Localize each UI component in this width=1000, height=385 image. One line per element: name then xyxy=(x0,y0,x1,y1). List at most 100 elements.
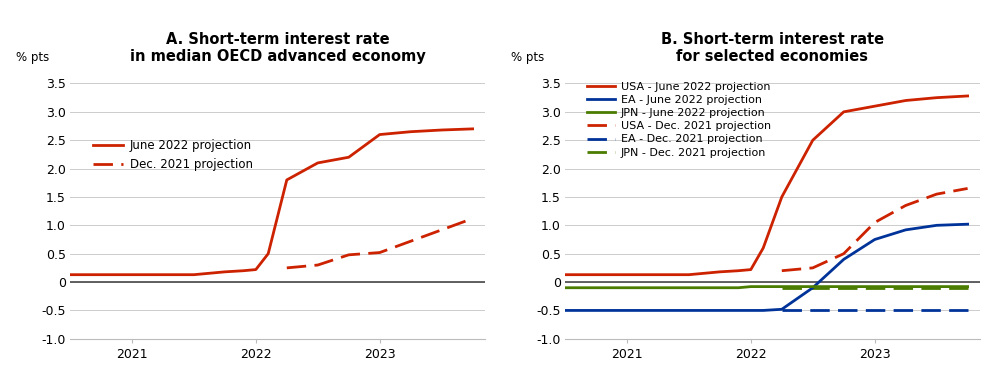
JPN - June 2022 projection xyxy=(683,285,695,290)
Dec. 2021 projection xyxy=(467,216,479,221)
June 2022 projection xyxy=(188,272,200,277)
USA - June 2022 projection xyxy=(900,98,912,103)
Line: USA - June 2022 projection: USA - June 2022 projection xyxy=(565,96,968,275)
June 2022 projection xyxy=(467,127,479,131)
JPN - Dec. 2021 projection xyxy=(900,285,912,290)
JPN - June 2022 projection xyxy=(776,284,788,289)
JPN - Dec. 2021 projection xyxy=(869,285,881,290)
June 2022 projection xyxy=(262,251,274,256)
USA - June 2022 projection xyxy=(745,267,757,272)
JPN - June 2022 projection xyxy=(838,284,850,289)
USA - June 2022 projection xyxy=(621,272,633,277)
USA - June 2022 projection xyxy=(559,272,571,277)
EA - Dec. 2021 projection xyxy=(900,308,912,313)
EA - June 2022 projection xyxy=(621,308,633,313)
JPN - Dec. 2021 projection xyxy=(807,285,819,290)
Dec. 2021 projection xyxy=(343,253,355,257)
June 2022 projection xyxy=(374,132,386,137)
EA - June 2022 projection xyxy=(714,308,726,313)
June 2022 projection xyxy=(157,272,169,277)
EA - June 2022 projection xyxy=(962,222,974,226)
USA - Dec. 2021 projection xyxy=(807,266,819,270)
USA - June 2022 projection xyxy=(590,272,602,277)
JPN - June 2022 projection xyxy=(559,285,571,290)
EA - June 2022 projection xyxy=(776,307,788,311)
EA - Dec. 2021 projection xyxy=(962,308,974,313)
USA - June 2022 projection xyxy=(652,272,664,277)
EA - June 2022 projection xyxy=(559,308,571,313)
USA - Dec. 2021 projection xyxy=(838,251,850,256)
JPN - Dec. 2021 projection xyxy=(962,285,974,290)
Dec. 2021 projection xyxy=(405,239,417,244)
Line: USA - Dec. 2021 projection: USA - Dec. 2021 projection xyxy=(751,188,968,275)
EA - June 2022 projection xyxy=(683,308,695,313)
Title: A. Short-term interest rate
in median OECD advanced economy: A. Short-term interest rate in median OE… xyxy=(130,32,425,64)
June 2022 projection xyxy=(64,272,76,277)
Dec. 2021 projection xyxy=(436,228,448,232)
EA - June 2022 projection xyxy=(931,223,943,228)
USA - Dec. 2021 projection xyxy=(931,192,943,196)
EA - June 2022 projection xyxy=(807,285,819,290)
USA - June 2022 projection xyxy=(776,195,788,199)
June 2022 projection xyxy=(312,161,324,165)
Legend: June 2022 projection, Dec. 2021 projection: June 2022 projection, Dec. 2021 projecti… xyxy=(88,134,257,176)
EA - June 2022 projection xyxy=(869,237,881,242)
JPN - June 2022 projection xyxy=(807,284,819,289)
JPN - Dec. 2021 projection xyxy=(838,285,850,290)
EA - June 2022 projection xyxy=(757,308,769,313)
JPN - Dec. 2021 projection xyxy=(776,285,788,290)
USA - June 2022 projection xyxy=(931,95,943,100)
JPN - Dec. 2021 projection xyxy=(931,285,943,290)
JPN - June 2022 projection xyxy=(900,284,912,289)
Line: EA - June 2022 projection: EA - June 2022 projection xyxy=(565,224,968,310)
JPN - June 2022 projection xyxy=(590,285,602,290)
June 2022 projection xyxy=(343,155,355,159)
JPN - Dec. 2021 projection xyxy=(745,285,757,290)
USA - Dec. 2021 projection xyxy=(962,186,974,191)
June 2022 projection xyxy=(95,272,107,277)
EA - Dec. 2021 projection xyxy=(776,308,788,313)
June 2022 projection xyxy=(219,270,231,274)
USA - June 2022 projection xyxy=(683,272,695,277)
JPN - June 2022 projection xyxy=(757,284,769,289)
USA - Dec. 2021 projection xyxy=(900,203,912,208)
EA - Dec. 2021 projection xyxy=(931,308,943,313)
USA - June 2022 projection xyxy=(807,138,819,142)
Legend: USA - June 2022 projection, EA - June 2022 projection, JPN - June 2022 projectio: USA - June 2022 projection, EA - June 20… xyxy=(583,77,775,162)
EA - June 2022 projection xyxy=(745,308,757,313)
EA - Dec. 2021 projection xyxy=(745,308,757,313)
June 2022 projection xyxy=(237,268,249,273)
EA - June 2022 projection xyxy=(590,308,602,313)
EA - June 2022 projection xyxy=(732,308,744,313)
JPN - June 2022 projection xyxy=(714,285,726,290)
JPN - June 2022 projection xyxy=(962,284,974,289)
JPN - June 2022 projection xyxy=(652,285,664,290)
USA - Dec. 2021 projection xyxy=(745,272,757,277)
JPN - June 2022 projection xyxy=(621,285,633,290)
Dec. 2021 projection xyxy=(250,268,262,273)
EA - Dec. 2021 projection xyxy=(869,308,881,313)
USA - June 2022 projection xyxy=(714,270,726,274)
Dec. 2021 projection xyxy=(312,263,324,267)
Line: Dec. 2021 projection: Dec. 2021 projection xyxy=(256,219,473,271)
USA - June 2022 projection xyxy=(838,110,850,114)
June 2022 projection xyxy=(405,129,417,134)
USA - June 2022 projection xyxy=(757,246,769,250)
JPN - June 2022 projection xyxy=(931,284,943,289)
June 2022 projection xyxy=(281,177,293,182)
Title: B. Short-term interest rate
for selected economies: B. Short-term interest rate for selected… xyxy=(661,32,884,64)
USA - Dec. 2021 projection xyxy=(776,268,788,273)
JPN - June 2022 projection xyxy=(745,284,757,289)
USA - June 2022 projection xyxy=(732,268,744,273)
Line: June 2022 projection: June 2022 projection xyxy=(70,129,473,275)
USA - June 2022 projection xyxy=(869,104,881,109)
EA - Dec. 2021 projection xyxy=(807,308,819,313)
June 2022 projection xyxy=(250,267,262,272)
June 2022 projection xyxy=(126,272,138,277)
EA - June 2022 projection xyxy=(900,228,912,232)
USA - Dec. 2021 projection xyxy=(869,220,881,225)
JPN - June 2022 projection xyxy=(869,284,881,289)
EA - June 2022 projection xyxy=(838,257,850,262)
Text: % pts: % pts xyxy=(511,51,544,64)
June 2022 projection xyxy=(436,128,448,132)
